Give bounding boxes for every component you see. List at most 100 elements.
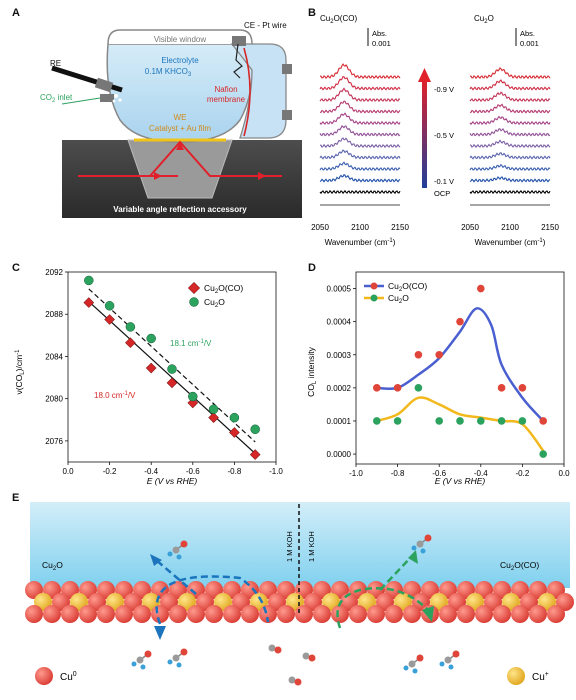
- legend-cu0-label: Cu0: [60, 671, 77, 683]
- x-tick-right-2150: 2150: [541, 223, 559, 232]
- data-point-cu2oco: [229, 427, 240, 438]
- ce-port: [232, 36, 246, 46]
- re-label: RE: [50, 59, 61, 68]
- y-tick-label-d: 0.0000: [327, 450, 352, 459]
- spectrum-trace-right-0: [469, 189, 551, 195]
- x-tick-label-d: -0.6: [432, 469, 446, 478]
- y-tick-label-c: 2084: [45, 352, 63, 361]
- x-axis-title-c: E (V vs RHE): [147, 476, 198, 486]
- right-surface-label: Cu2O(CO): [500, 560, 539, 572]
- cu-zero-atom: [43, 605, 61, 623]
- slope-label-cu2o: 18.1 cm-1/V: [170, 339, 212, 348]
- data-point-cu2o: [229, 412, 240, 423]
- cu-zero-atom: [331, 605, 349, 623]
- visible-window-label: Visible window: [154, 35, 207, 44]
- data-point-d-0: [497, 384, 506, 392]
- koh-label-right: 1 M KOH: [307, 531, 316, 562]
- y-tick-label-c: 2088: [45, 310, 63, 319]
- cu-zero-atom: [241, 605, 259, 623]
- co-gas-molecule: [268, 644, 282, 654]
- data-point-cu2oco: [249, 449, 261, 460]
- panel-label-d: D: [308, 262, 316, 274]
- panel-b-ir-spectra: Cu2O(CO) Cu2O Abs. 0.001 Abs. 0.001 -0.9…: [311, 14, 559, 247]
- cu-zero-atom: [385, 605, 403, 623]
- plot-frame-c: [67, 271, 277, 463]
- data-point-cu2oco: [83, 297, 95, 308]
- we-label: WE: [174, 113, 187, 122]
- cu-zero-atom: [223, 605, 241, 623]
- legend-marker-d-cu2o: [370, 294, 378, 302]
- y-tick-label-d: 0.0002: [327, 384, 352, 393]
- volt-label-01: -0.1 V: [434, 177, 454, 186]
- cu-zero-atom: [313, 605, 331, 623]
- x-tick-right-2100: 2100: [501, 223, 519, 232]
- accessory-label: Variable angle reflection accessory: [113, 205, 247, 214]
- data-point-d-0: [373, 384, 381, 392]
- blue-arrow-up: [155, 559, 197, 595]
- x-tick-label-c: -0.8: [228, 467, 242, 476]
- slope-label-cu2oco: 18.0 cm-1/V: [94, 391, 136, 400]
- xlabel-right: Wavenumber (cm-1): [475, 238, 546, 247]
- data-point-d-1: [497, 417, 506, 425]
- cu-zero-atom: [133, 605, 151, 623]
- data-point-cu2o: [188, 391, 198, 402]
- ethylene-molecule: [439, 650, 460, 670]
- spectrum-trace-left-4: [319, 137, 401, 149]
- spectrum-trace-left-2: [319, 161, 401, 172]
- x-tick-label-d: -1.0: [349, 469, 363, 478]
- cu-zero-atom: [97, 605, 115, 623]
- x-tick-label-d: -0.2: [516, 469, 530, 478]
- legend-label-cu2oco: Cu2O(CO): [204, 283, 243, 295]
- khco3-label: 0.1M KHCO3: [145, 67, 192, 78]
- port-right-top: [282, 64, 292, 74]
- data-point-d-1: [477, 417, 485, 425]
- data-point-d-0: [539, 417, 547, 425]
- cu-zero-atom: [25, 605, 43, 623]
- spectrum-trace-left-3: [319, 149, 401, 160]
- legend-cu1-ball: [507, 667, 525, 685]
- y-tick-label-d: 0.0005: [327, 285, 352, 294]
- nafion-membrane-line: [243, 47, 251, 137]
- legend-cu0-ball: [35, 667, 53, 685]
- re-port: [94, 77, 114, 93]
- x-tick-left-2050: 2050: [311, 223, 329, 232]
- cu-zero-atom: [349, 605, 367, 623]
- abs-label-left: Abs.: [372, 29, 387, 38]
- ethylene-molecule: [131, 650, 152, 670]
- x-tick-label-c: -0.4: [144, 467, 158, 476]
- spectrum-trace-left-10: [319, 63, 401, 80]
- catalyst-label: Catalyst + Au film: [149, 124, 211, 133]
- volt-label-05: -0.5 V: [434, 131, 454, 140]
- spectrum-trace-right-9: [469, 79, 551, 91]
- spectrum-trace-right-3: [469, 152, 551, 160]
- cu-zero-atom: [493, 605, 511, 623]
- legend-cu1-label: Cu+: [532, 671, 549, 683]
- spectrum-trace-right-7: [470, 103, 551, 114]
- legend-label-d-cu2o: Cu2O: [388, 293, 409, 305]
- co-gas-molecule: [302, 652, 316, 662]
- potential-color-bar: [422, 80, 427, 188]
- panel-e-schematic: Cu2O Cu2O(CO) 1 M KOH 1 M KOH Cu0 Cu+: [25, 502, 574, 686]
- y-tick-label-d: 0.0001: [327, 417, 352, 426]
- abs-value-right: 0.001: [520, 39, 539, 48]
- cu-zero-atom: [205, 605, 223, 623]
- series-line-1: [376, 396, 545, 452]
- spectrum-trace-left-8: [319, 87, 401, 103]
- panel-label-e: E: [12, 492, 20, 504]
- spectrum-trace-left-1: [319, 173, 401, 183]
- data-point-d-0: [435, 350, 443, 359]
- data-point-d-0: [393, 384, 402, 392]
- electrolyte-label: Electrolyte: [161, 56, 199, 65]
- green-arrow-up: [379, 555, 413, 591]
- cu-zero-atom: [61, 605, 79, 623]
- cu-zero-atom: [547, 605, 565, 623]
- spectra-left-title: Cu2O(CO): [320, 14, 357, 25]
- panel-c-scatter-chart: 0.0 -0.2 -0.4 -0.6 -0.8 -1.0 2076 2080 2084 2088 2…: [14, 268, 283, 486]
- x-tick-left-2100: 2100: [351, 223, 369, 232]
- panel-label-c: C: [12, 262, 20, 274]
- cu-zero-atom: [439, 605, 457, 623]
- x-tick-label-c: -0.6: [186, 467, 200, 476]
- legend-marker-cu2o: [189, 297, 199, 307]
- port-right-bottom: [282, 110, 292, 120]
